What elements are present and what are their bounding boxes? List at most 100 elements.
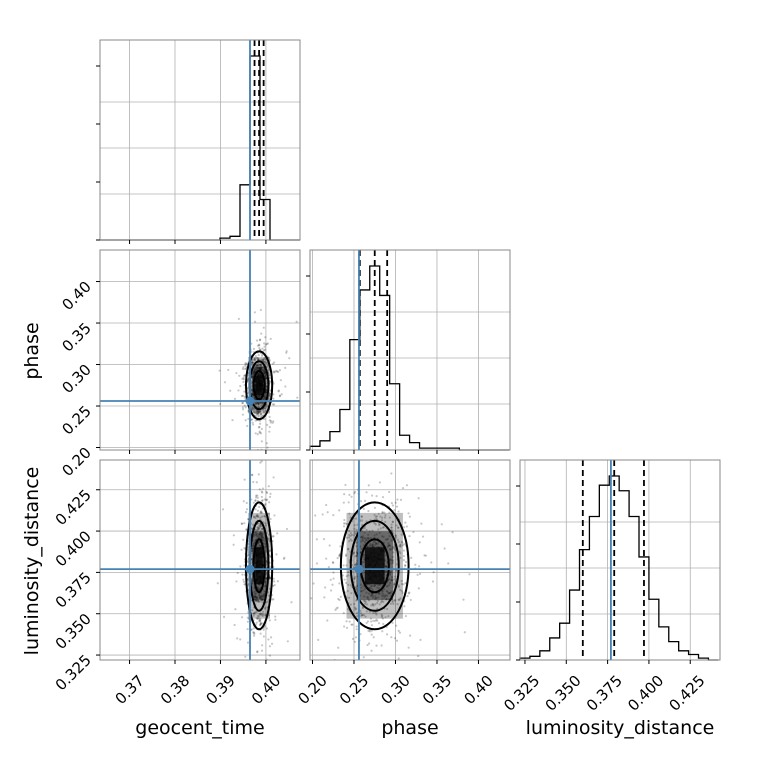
sample-point: [271, 362, 274, 365]
sample-point: [261, 401, 264, 404]
sample-point: [331, 561, 335, 564]
sample-point: [374, 596, 377, 600]
sample-point: [401, 486, 405, 490]
sample-point: [327, 565, 330, 569]
sample-point: [273, 580, 276, 583]
sample-point: [390, 526, 393, 529]
sample-point: [381, 516, 384, 519]
sample-point: [264, 391, 267, 394]
sample-point: [367, 537, 370, 540]
sample-point: [362, 553, 366, 557]
sample-point: [375, 644, 378, 647]
sample-point: [265, 559, 268, 563]
sample-point: [258, 348, 262, 351]
sample-point: [399, 544, 402, 547]
sample-point: [402, 554, 406, 558]
sample-point: [272, 370, 275, 373]
sample-point: [261, 414, 264, 418]
sample-point: [368, 530, 371, 533]
sample-point: [401, 544, 404, 547]
sample-point: [237, 389, 240, 392]
sample-point: [254, 531, 257, 534]
sample-point: [394, 534, 397, 537]
x-tick-label-luminosity_distance: 0.350: [542, 672, 585, 715]
sample-point: [252, 634, 256, 637]
sample-point: [381, 424, 383, 426]
sample-point: [408, 591, 411, 594]
sample-point: [264, 524, 268, 527]
sample-point: [349, 531, 353, 535]
sample-point: [349, 538, 352, 541]
sample-point: [370, 584, 374, 588]
sample-point: [334, 608, 337, 611]
sample-point: [361, 613, 364, 617]
sample-point: [262, 370, 265, 374]
sample-point: [251, 406, 254, 409]
sample-point: [268, 359, 271, 362]
sample-point: [254, 539, 257, 542]
sample-point: [314, 514, 317, 517]
sample-point: [372, 636, 375, 639]
sample-point: [373, 513, 376, 516]
sample-point: [267, 594, 270, 597]
sample-point: [391, 555, 394, 559]
sample-point: [379, 515, 382, 518]
sample-point: [360, 586, 363, 589]
sample-point: [364, 601, 367, 604]
sample-point: [266, 600, 269, 603]
sample-point: [325, 503, 328, 507]
sample-point: [260, 536, 263, 539]
sample-point: [390, 579, 393, 582]
sample-point: [312, 582, 315, 585]
sample-point: [259, 523, 262, 527]
sample-point: [390, 539, 393, 542]
sample-point: [251, 473, 254, 476]
y-tick-label-luminosity_distance: 0.425: [52, 486, 95, 529]
sample-point: [337, 597, 340, 601]
sample-point: [270, 642, 274, 645]
sample-point: [260, 358, 263, 361]
x-tick-label-geocent_time: 0.37: [112, 672, 148, 708]
sample-point: [324, 586, 327, 589]
sample-point: [404, 521, 407, 524]
sample-point: [381, 510, 384, 514]
sample-point: [256, 373, 259, 376]
sample-point: [246, 379, 249, 383]
sample-point: [350, 495, 353, 498]
sample-point: [390, 526, 393, 529]
sample-point: [256, 394, 259, 398]
sample-point: [263, 342, 266, 345]
sample-point: [264, 348, 267, 351]
sample-point: [254, 599, 257, 602]
sample-point: [285, 351, 288, 354]
sample-point: [378, 584, 381, 587]
sample-point: [397, 657, 400, 660]
sample-point: [263, 514, 266, 518]
sample-point: [348, 529, 351, 533]
sample-point: [345, 553, 348, 556]
sample-point: [255, 410, 258, 414]
sample-point: [258, 596, 262, 599]
sample-point: [382, 594, 385, 598]
sample-point: [400, 579, 403, 583]
sample-point: [296, 396, 299, 399]
sample-point: [349, 534, 352, 537]
sample-point: [263, 411, 266, 414]
sample-point: [440, 523, 443, 526]
sample-point: [267, 401, 270, 404]
sample-point: [254, 679, 256, 681]
sample-point: [263, 371, 266, 374]
sample-point: [393, 578, 396, 581]
sample-point: [371, 594, 374, 597]
sample-point: [269, 492, 272, 495]
sample-point: [251, 407, 254, 410]
panel-frame: [519, 459, 721, 661]
sample-point: [385, 570, 388, 573]
sample-point: [338, 509, 341, 512]
sample-point: [380, 644, 383, 647]
sample-point: [365, 591, 368, 594]
sample-point: [254, 432, 257, 435]
sample-point: [264, 343, 267, 346]
sample-point: [256, 367, 260, 370]
sample-point: [258, 533, 261, 536]
